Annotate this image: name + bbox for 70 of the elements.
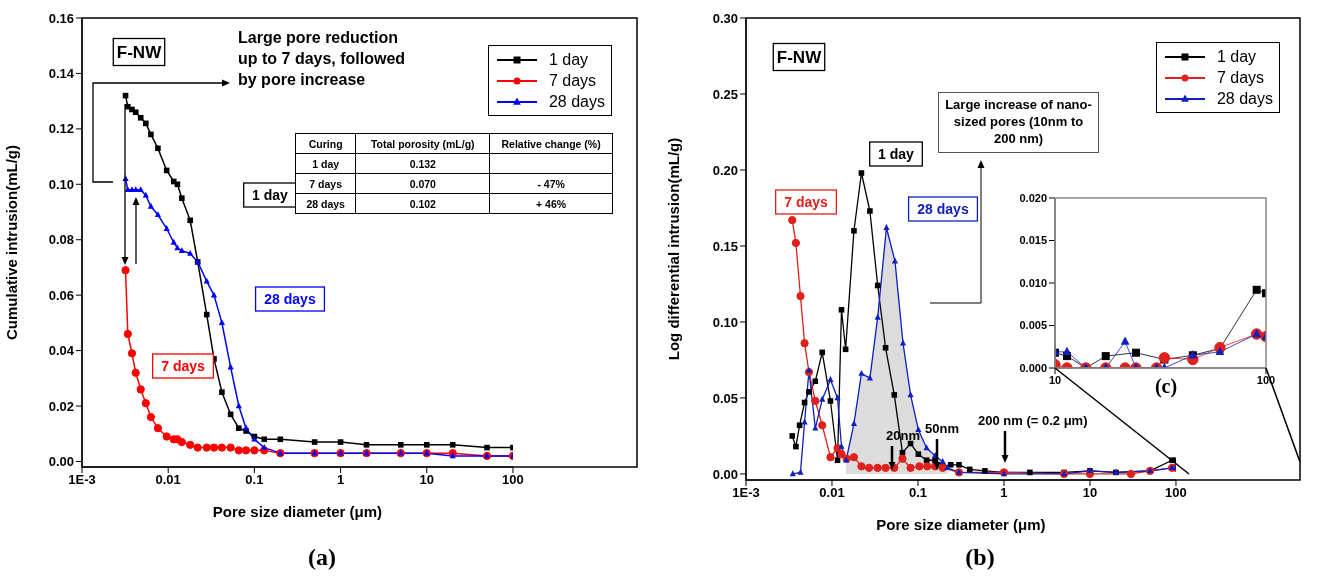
- x-tick-label: 10: [1082, 485, 1098, 501]
- x-tick-label: 1: [336, 472, 345, 488]
- category-label: Curing: [295, 133, 356, 154]
- category-label: 28 days: [306, 197, 345, 210]
- annotation: 7 days: [161, 358, 205, 375]
- y-tick-label: 0.06: [48, 287, 74, 303]
- annotation: 50nm: [925, 421, 959, 436]
- legend-label: 1 day: [1216, 47, 1257, 66]
- y-tick-label: 0.00: [48, 454, 74, 470]
- annotation: Large increase of nano-sized pores (10nm to 200 nm): [938, 92, 1099, 153]
- text: 0.132: [409, 157, 436, 170]
- category-label: Total porosity (mL/g): [355, 133, 490, 154]
- x-tick-label: 1E-3: [68, 472, 96, 488]
- y-tick-label: 0.02: [48, 398, 74, 414]
- x-axis-title: Pore size diameter (μm): [876, 516, 1046, 533]
- annotation: 28 days: [917, 201, 969, 218]
- x-axis-title: Pore size diameter (μm): [212, 503, 383, 520]
- legend-label: 28 days: [548, 92, 605, 111]
- x-tick-label: 100: [502, 472, 524, 488]
- y-tick-label: 0.10: [48, 176, 74, 192]
- x-tick-label: 100: [1165, 485, 1187, 501]
- annotation: F-NW: [776, 48, 823, 68]
- text: (b): [965, 544, 995, 570]
- x-tick-label: 1E-3: [732, 485, 760, 501]
- legend-label: 7 days: [1216, 68, 1265, 87]
- y-tick-label: 0.08: [48, 232, 74, 248]
- y-tick-label: 0.15: [712, 238, 738, 254]
- annotation: 200 nm (= 0.2 μm): [978, 413, 1088, 428]
- y-tick-label: 0.005: [1019, 319, 1047, 332]
- y-tick-label: 0.00: [712, 466, 738, 482]
- x-tick-label: 0.01: [155, 472, 181, 488]
- y-tick-label: 0.30: [712, 10, 738, 26]
- category-label: 7 days: [309, 177, 343, 190]
- x-tick-label: 0.1: [908, 485, 928, 501]
- annotation: (c): [1154, 375, 1178, 398]
- text: 0.070: [409, 177, 436, 190]
- category-label: Relative change (%): [489, 133, 613, 154]
- text: - 47%: [537, 177, 565, 190]
- x-tick-label: 10: [1048, 373, 1062, 386]
- y-tick-label: 0.12: [48, 121, 74, 137]
- x-tick-label: 0.01: [819, 485, 845, 501]
- text: (a): [308, 544, 336, 570]
- y-tick-label: 0.14: [48, 66, 75, 82]
- text: 0.102: [409, 197, 436, 210]
- y-tick-label: 0.04: [48, 343, 75, 359]
- y-tick-label: 0.000: [1019, 361, 1047, 374]
- annotation: F-NW: [116, 43, 163, 63]
- annotation: Large pore reduction up to 7 days, followed by pore increase: [238, 28, 407, 90]
- x-tick-label: 10: [419, 472, 434, 488]
- text: + 46%: [536, 197, 567, 210]
- annotation: 1 day: [878, 146, 915, 163]
- y-axis-title: Log differential intrusion(mL/g): [665, 137, 683, 361]
- category-label: 1 day: [312, 157, 340, 170]
- annotation: 28 days: [264, 291, 316, 308]
- legend-label: 7 days: [548, 71, 597, 90]
- x-tick-label: 0.1: [245, 472, 264, 488]
- y-tick-label: 0.16: [48, 10, 74, 26]
- y-tick-label: 0.05: [712, 390, 738, 406]
- y-tick-label: 0.25: [712, 86, 738, 102]
- y-tick-label: 0.015: [1019, 234, 1047, 247]
- x-tick-label: 1: [1000, 485, 1008, 501]
- legend-label: 1 day: [548, 50, 589, 69]
- y-tick-label: 0.020: [1019, 191, 1047, 204]
- annotation: 1 day: [252, 187, 289, 204]
- y-tick-label: 0.20: [712, 162, 738, 178]
- annotation: 7 days: [784, 194, 828, 211]
- legend-label: 28 days: [1216, 89, 1273, 108]
- y-tick-label: 0.10: [712, 314, 738, 330]
- y-tick-label: 0.010: [1019, 276, 1047, 289]
- y-axis-title: Cumulative intrusion(mL/g): [3, 145, 21, 340]
